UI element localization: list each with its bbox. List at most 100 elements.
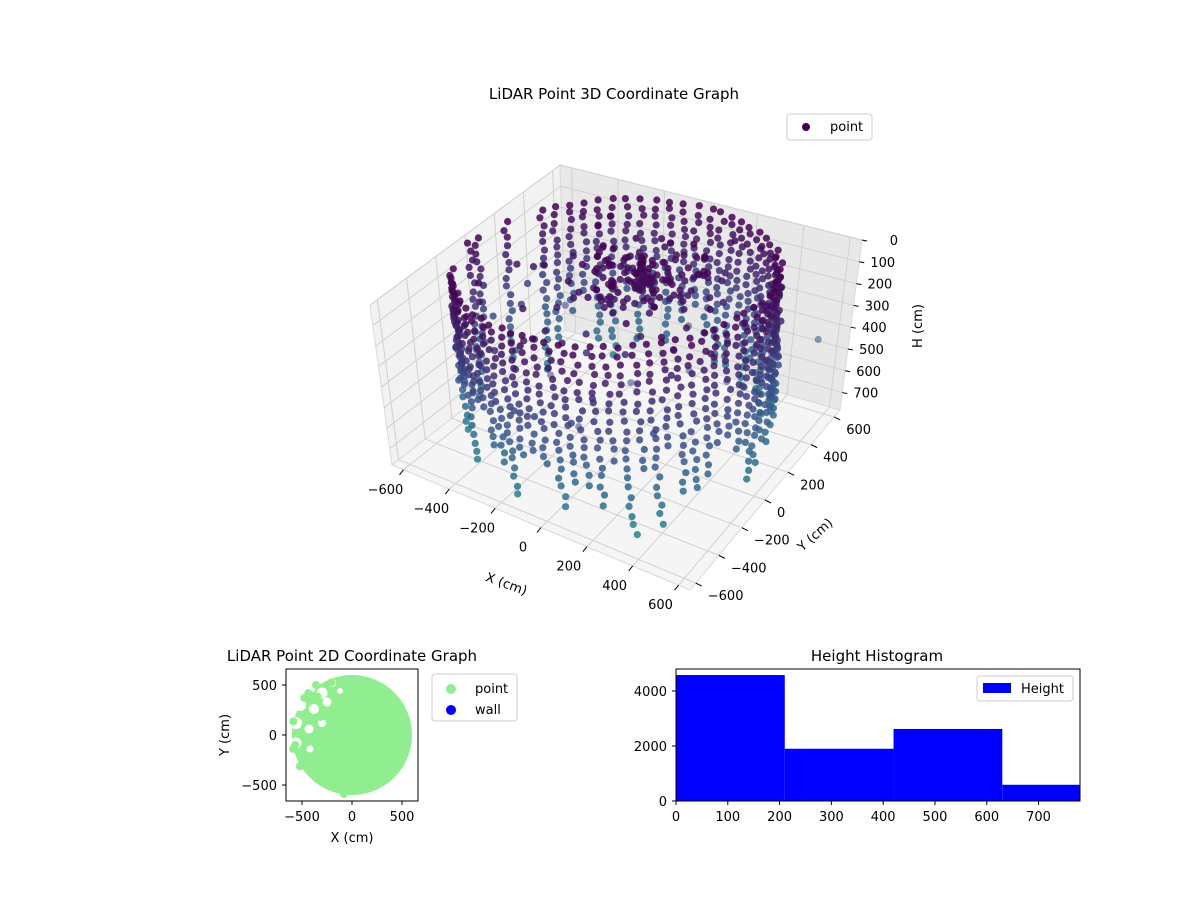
point-3d: [734, 409, 742, 417]
point-3d: [500, 449, 509, 457]
point-3d: [652, 246, 660, 255]
point-3d: [539, 206, 547, 214]
point-3d: [533, 363, 541, 371]
point-3d: [473, 455, 482, 463]
y-tick-3d: [695, 582, 702, 587]
point-3d: [545, 347, 553, 355]
point-3d: [700, 313, 708, 321]
point-3d: [623, 203, 632, 211]
point-2d: [327, 711, 336, 720]
point-3d: [594, 427, 602, 435]
point-3d: [518, 331, 526, 340]
point-3d: [498, 414, 506, 422]
point-3d: [718, 277, 726, 285]
point-3d: [689, 390, 697, 398]
x-tick-label-histogram: 100: [715, 810, 740, 825]
point-3d: [467, 247, 475, 255]
point-3d: [625, 212, 633, 220]
point-3d: [596, 455, 604, 463]
point-3d: [693, 484, 701, 492]
point-3d: [690, 227, 698, 235]
point-3d: [462, 417, 470, 425]
point-3d: [516, 443, 524, 451]
point-3d: [606, 300, 614, 308]
point-3d: [473, 447, 481, 455]
point-3d: [715, 427, 723, 436]
point-3d: [540, 222, 548, 230]
point-3d: [553, 259, 562, 267]
point-3d: [702, 451, 710, 459]
point-3d: [688, 341, 696, 349]
legend-3d-box: [786, 113, 873, 141]
point-2d: [328, 740, 337, 749]
point-3d: [728, 213, 736, 221]
chart-2d-title: LiDAR Point 2D Coordinate Graph: [227, 647, 477, 665]
point-3d: [554, 341, 562, 349]
point-3d: [680, 458, 688, 466]
point-3d: [735, 371, 743, 379]
point-3d: [483, 366, 491, 374]
point-3d: [721, 269, 729, 277]
point-3d: [676, 420, 684, 428]
point-3d: [589, 399, 597, 407]
point-3d: [610, 295, 618, 303]
point-3d: [574, 361, 582, 369]
point-3d: [757, 362, 765, 371]
point-3d: [508, 356, 516, 364]
point-3d: [733, 276, 741, 284]
point-3d: [543, 279, 551, 287]
point-3d: [487, 426, 495, 434]
point-3d: [750, 349, 759, 357]
point-3d: [464, 328, 472, 336]
point-3d: [483, 375, 491, 383]
point-3d: [522, 369, 530, 377]
point-3d: [608, 203, 616, 212]
point-3d: [547, 402, 555, 410]
point-3d: [592, 237, 600, 246]
point-3d: [591, 267, 599, 275]
point-3d: [516, 435, 524, 443]
point-3d: [745, 466, 753, 474]
void-2d: [306, 745, 314, 753]
point-3d: [744, 289, 752, 298]
z-tick-3d: [850, 326, 856, 329]
point-3d: [758, 353, 766, 361]
point-3d: [645, 281, 653, 289]
point-3d: [769, 411, 777, 419]
point-3d: [475, 279, 483, 287]
point-3d: [742, 392, 751, 400]
point-3d: [722, 367, 731, 375]
point-3d: [732, 323, 740, 331]
point-3d: [570, 370, 578, 378]
point-3d: [634, 380, 642, 388]
point-3d: [716, 241, 724, 249]
point-3d: [500, 227, 508, 235]
point-3d: [651, 463, 659, 471]
point-3d: [513, 260, 521, 268]
point-3d: [665, 198, 674, 206]
point-3d: [648, 388, 657, 396]
point-3d: [491, 347, 499, 355]
point-3d: [705, 263, 713, 271]
point-3d: [622, 320, 630, 328]
point-3d: [565, 272, 574, 280]
point-3d: [584, 293, 592, 301]
axes-frame-histogram: [675, 668, 1081, 802]
point-3d: [516, 424, 524, 432]
point-3d: [619, 408, 627, 416]
point-3d: [523, 412, 532, 420]
point-3d: [475, 298, 483, 306]
point-3d: [566, 264, 575, 272]
point-3d: [756, 408, 764, 417]
point-3d: [674, 374, 682, 382]
point-3d: [646, 370, 654, 378]
point-3d: [580, 223, 588, 231]
point-3d: [745, 223, 753, 232]
point-2d: [289, 744, 298, 753]
y-tick-label-histogram: 2000: [634, 740, 667, 755]
point-3d: [463, 239, 472, 247]
point-3d: [553, 236, 561, 244]
z-tick-3d: [859, 261, 865, 264]
point-3d: [476, 349, 485, 357]
point-3d: [498, 333, 506, 341]
